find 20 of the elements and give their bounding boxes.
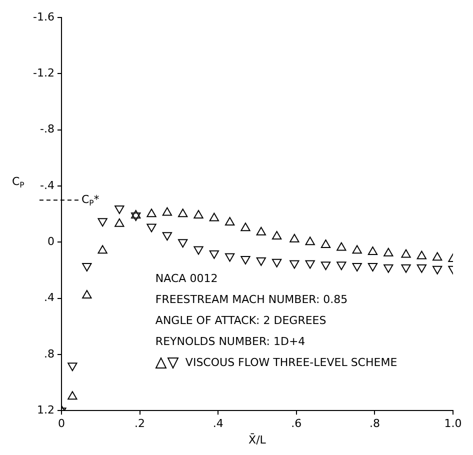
annotation: ANGLE OF ATTACK: 2 DEGREES bbox=[155, 314, 326, 327]
x-tick-label: .2 bbox=[134, 417, 146, 430]
y-tick-label: -1.6 bbox=[32, 10, 54, 24]
y-tick-label: 1.2 bbox=[36, 403, 54, 416]
y-tick-label: 0 bbox=[47, 235, 54, 248]
x-tick-label: .4 bbox=[212, 417, 224, 430]
x-tick-label: .8 bbox=[369, 417, 380, 430]
x-tick-label: 0 bbox=[58, 417, 65, 430]
y-tick-label: -.4 bbox=[40, 178, 54, 192]
y-tick-label: -.8 bbox=[40, 122, 54, 136]
annotation: REYNOLDS NUMBER: 1D+4 bbox=[155, 334, 306, 348]
x-tick-label: 1.0 bbox=[444, 417, 462, 430]
annotation: NACA 0012 bbox=[155, 272, 218, 285]
annotation: VISCOUS FLOW THREE-LEVEL SCHEME bbox=[185, 356, 398, 369]
x-axis-title: X̄/L bbox=[248, 432, 267, 446]
x-tick-label: .6 bbox=[291, 417, 302, 430]
y-tick-label: .8 bbox=[44, 347, 54, 360]
y-tick-label: -1.2 bbox=[32, 66, 54, 80]
annotation: FREESTREAM MACH NUMBER: 0.85 bbox=[155, 292, 348, 306]
y-tick-label: .4 bbox=[44, 291, 54, 304]
